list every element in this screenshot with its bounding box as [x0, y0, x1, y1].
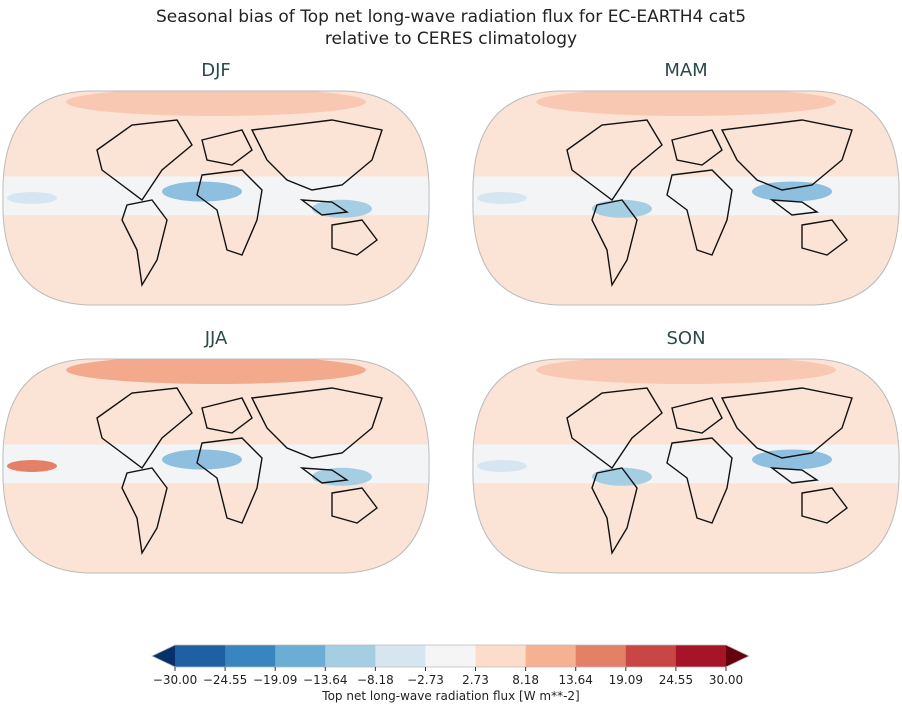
coastline — [96, 119, 193, 202]
coastline — [299, 199, 349, 216]
colorbar-bin — [625, 645, 677, 667]
map-panel-jja — [2, 358, 430, 574]
panel-title-djf: DJF — [201, 60, 231, 81]
colorbar-extend-high — [726, 645, 749, 667]
coastline — [666, 437, 733, 524]
colorbar-bin — [325, 645, 376, 667]
colorbar-tick-label: −19.09 — [252, 673, 298, 687]
coastline — [769, 199, 819, 216]
figure-title-line2: relative to CERES climatology — [324, 29, 578, 49]
colorbar-bin — [675, 645, 727, 667]
coastline — [801, 219, 848, 256]
map-panel-son — [472, 358, 900, 574]
colorbar-bin — [275, 645, 326, 667]
coastline — [196, 437, 263, 524]
coastline — [201, 129, 253, 166]
map-outline — [472, 358, 900, 574]
map-outline — [2, 90, 430, 306]
coastline — [720, 119, 853, 191]
colorbar-tick-label: −2.73 — [407, 673, 444, 687]
colorbar-tick-label: 24.55 — [658, 673, 694, 687]
coastline — [250, 119, 383, 191]
map-outline — [2, 358, 430, 574]
coastline — [591, 467, 638, 556]
colorbar-extend-low — [152, 645, 175, 667]
coastline — [201, 397, 253, 434]
map-panel-djf — [2, 90, 430, 306]
coastline — [671, 129, 723, 166]
colorbar-bin — [525, 645, 577, 667]
coastline — [801, 487, 848, 524]
coastline — [566, 119, 663, 202]
coastline — [96, 387, 193, 470]
colorbar-tick-label: 19.09 — [608, 673, 643, 687]
map-outline — [472, 90, 900, 306]
coastline — [591, 199, 638, 288]
colorbar-tick-label: −13.64 — [303, 673, 348, 687]
colorbar-bin — [225, 645, 276, 667]
colorbar-tick-label: 13.64 — [558, 673, 593, 687]
colorbar-bin — [175, 645, 226, 667]
panel-title-mam: MAM — [664, 60, 708, 81]
coastline — [121, 199, 168, 288]
coastline — [566, 387, 663, 470]
colorbar-bin — [375, 645, 426, 667]
colorbar-bin — [425, 645, 477, 667]
coastline — [121, 467, 168, 556]
colorbar-tick-label: 8.18 — [512, 673, 539, 687]
colorbar-label: Top net long-wave radiation flux [W m**-… — [322, 689, 580, 703]
coastline — [720, 387, 853, 459]
colorbar-tick-label: 30.00 — [708, 673, 744, 687]
panel-title-son: SON — [666, 328, 706, 349]
colorbar-bin — [575, 645, 627, 667]
coastline — [671, 397, 723, 434]
colorbar-tick-label: −30.00 — [152, 673, 198, 687]
coastline — [250, 387, 383, 459]
coastline — [331, 219, 378, 256]
coastline — [666, 169, 733, 256]
coastline — [299, 467, 349, 484]
colorbar-tick-label: 2.73 — [462, 673, 489, 687]
panel-title-jja: JJA — [204, 328, 228, 349]
colorbar-tick-label: −8.18 — [356, 673, 394, 687]
coastline — [331, 487, 378, 524]
figure-title-line1: Seasonal bias of Top net long-wave radia… — [155, 7, 747, 27]
map-panel-mam — [472, 90, 900, 306]
colorbar-tick-label: −24.55 — [202, 673, 248, 687]
coastline — [769, 467, 819, 484]
coastline — [196, 169, 263, 256]
colorbar-bin — [475, 645, 527, 667]
